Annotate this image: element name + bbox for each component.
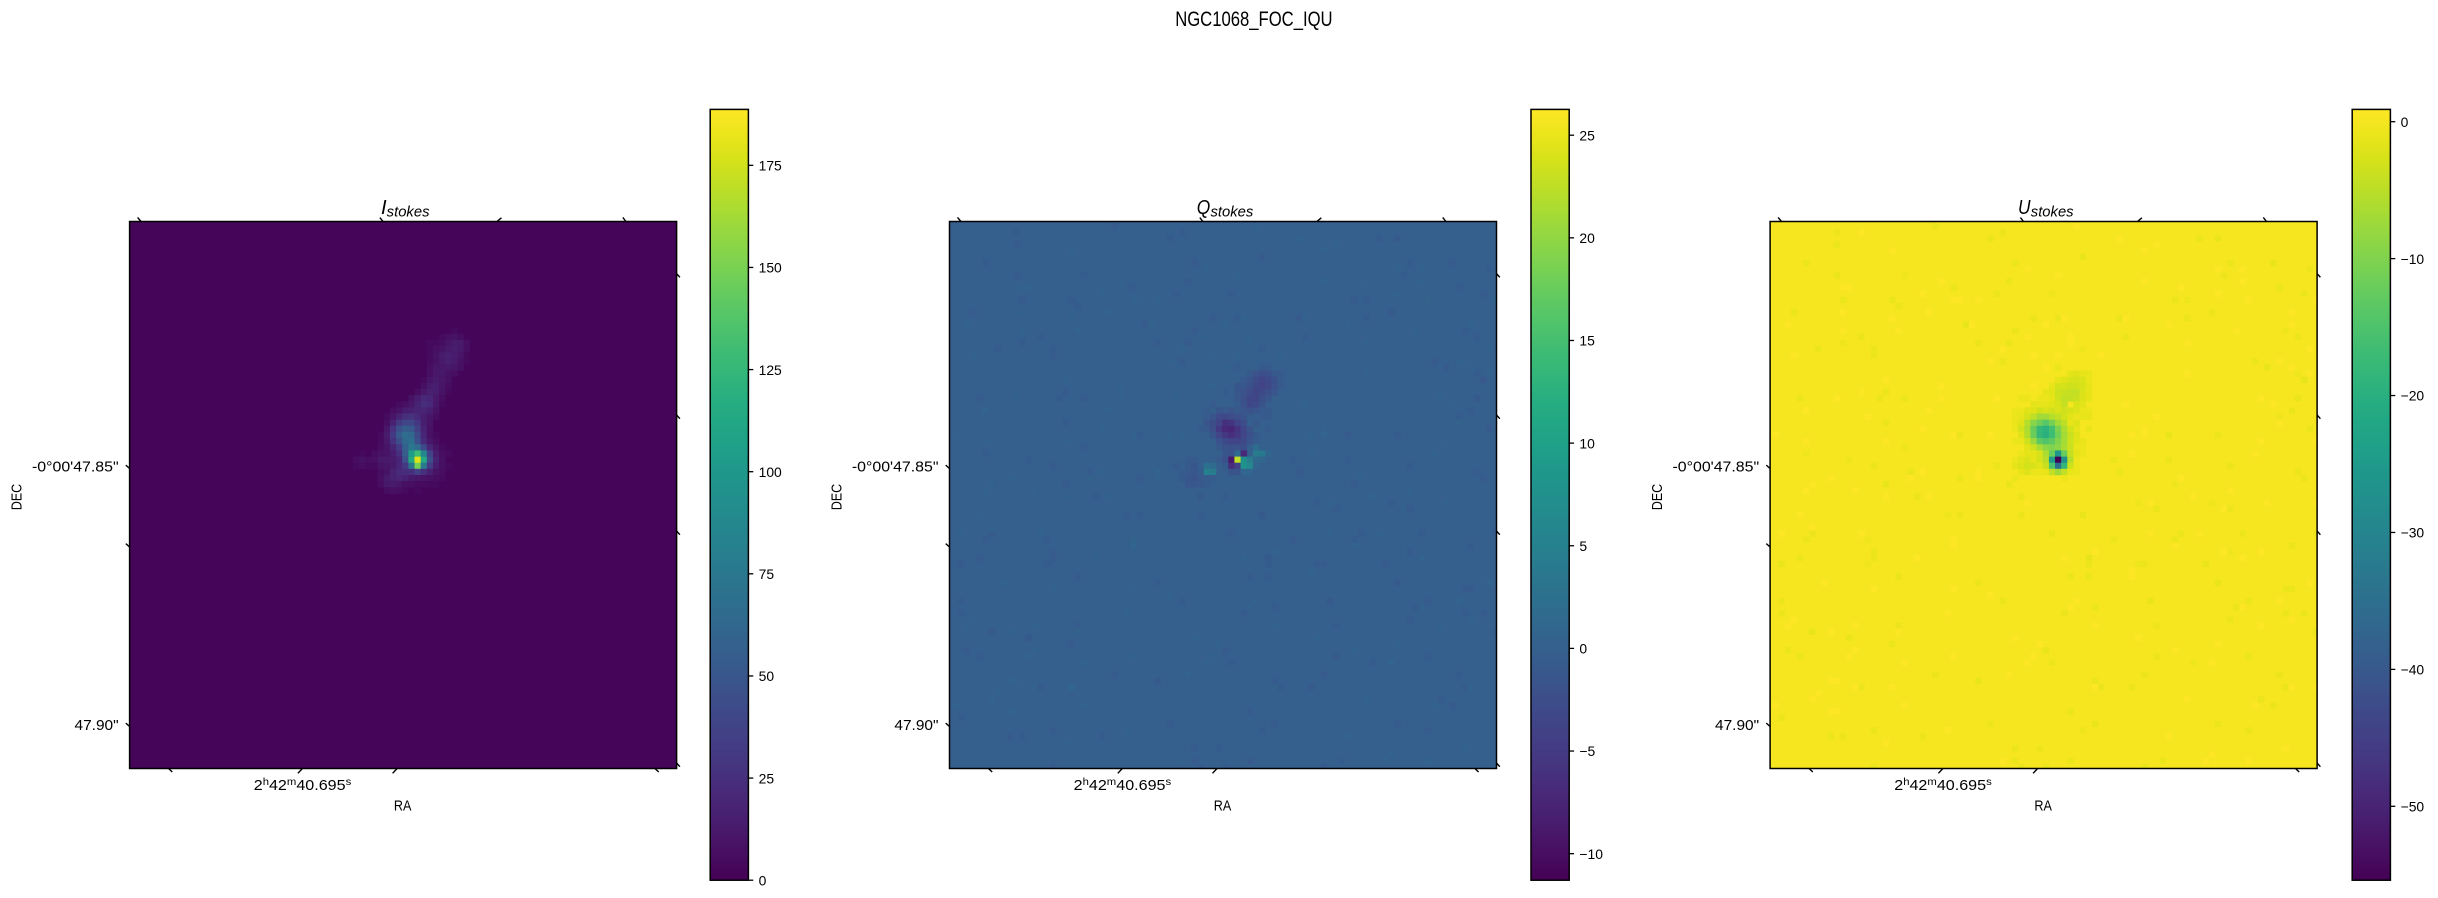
svg-text:DEC: DEC <box>829 484 845 511</box>
svg-text:125: 125 <box>759 362 782 378</box>
svg-text:RA: RA <box>394 798 412 814</box>
svg-text:0: 0 <box>2401 114 2409 130</box>
svg-text:20: 20 <box>1579 230 1595 246</box>
svg-text:47.90": 47.90" <box>75 718 119 734</box>
svg-text:10: 10 <box>1579 435 1595 451</box>
svg-text:stokes: stokes <box>1211 205 1254 221</box>
svg-text:175: 175 <box>759 158 782 174</box>
svg-text:RA: RA <box>1214 798 1232 814</box>
svg-text:0: 0 <box>1579 641 1587 657</box>
svg-text:47.90": 47.90" <box>1715 718 1759 734</box>
svg-text:I: I <box>381 197 387 219</box>
svg-text:25: 25 <box>1579 127 1595 143</box>
svg-text:−10: −10 <box>2401 251 2425 267</box>
svg-text:−10: −10 <box>1579 846 1603 862</box>
svg-text:DEC: DEC <box>10 484 26 511</box>
svg-text:stokes: stokes <box>387 205 430 221</box>
svg-text:5: 5 <box>1579 538 1587 554</box>
svg-text:−5: −5 <box>1579 743 1595 759</box>
svg-text:150: 150 <box>759 260 782 276</box>
svg-text:25: 25 <box>759 770 775 786</box>
svg-text:-0°00'47.85": -0°00'47.85" <box>852 460 939 476</box>
svg-text:Q: Q <box>1197 197 1211 219</box>
svg-text:−20: −20 <box>2401 388 2425 404</box>
svg-text:-0°00'47.85": -0°00'47.85" <box>1673 460 1760 476</box>
svg-text:15: 15 <box>1579 333 1595 349</box>
svg-text:NGC1068_FOC_IQU: NGC1068_FOC_IQU <box>1175 8 1332 31</box>
svg-text:−30: −30 <box>2401 525 2425 541</box>
svg-text:U: U <box>2018 197 2031 219</box>
svg-text:−50: −50 <box>2401 799 2425 815</box>
svg-text:RA: RA <box>2034 798 2052 814</box>
svg-text:100: 100 <box>759 464 782 480</box>
svg-text:DEC: DEC <box>1650 484 1666 511</box>
svg-text:0: 0 <box>759 872 767 888</box>
svg-text:50: 50 <box>759 668 775 684</box>
svg-text:75: 75 <box>759 566 775 582</box>
svg-text:stokes: stokes <box>2031 205 2074 221</box>
svg-text:-0°00'47.85": -0°00'47.85" <box>32 460 119 476</box>
svg-text:−40: −40 <box>2401 662 2425 678</box>
svg-text:47.90": 47.90" <box>894 718 938 734</box>
